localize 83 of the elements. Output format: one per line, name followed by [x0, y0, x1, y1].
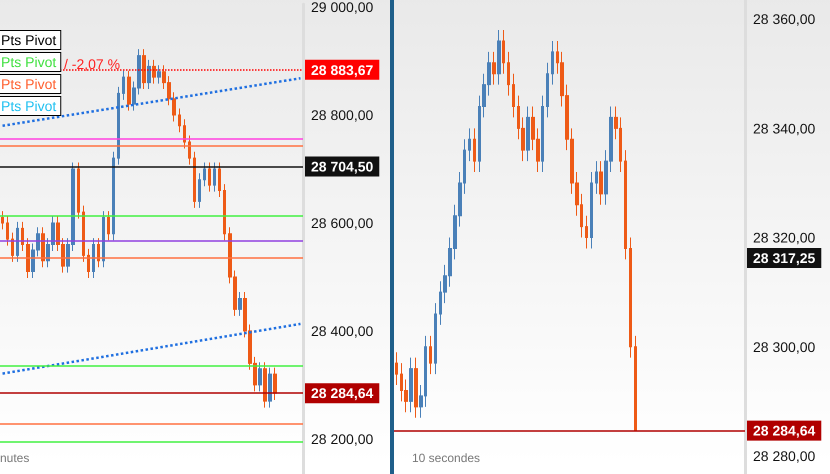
candlestick [203, 162, 206, 187]
candlestick [87, 248, 90, 279]
candlestick [41, 226, 45, 268]
y-tick-label: 28 280,00 [753, 448, 816, 464]
candlestick [502, 30, 505, 74]
candlestick [492, 51, 496, 86]
candlestick [497, 30, 501, 86]
candlestick [6, 216, 9, 246]
candlestick [157, 64, 161, 84]
candlestick [16, 221, 19, 262]
candlestick [624, 150, 627, 260]
candlestick [112, 151, 115, 241]
candlestick [122, 70, 125, 100]
candlestick [634, 335, 637, 432]
annotation: / -2,07 % [64, 56, 120, 72]
candlestick [127, 70, 131, 112]
candlestick [172, 92, 176, 122]
candlestick [1, 210, 4, 230]
y-tick-label: 28 320,00 [753, 230, 816, 246]
candlestick [107, 210, 110, 241]
candlestick [208, 162, 211, 192]
candlestick [258, 362, 262, 392]
candlestick [198, 172, 201, 208]
candlestick [21, 221, 24, 252]
candlestick [92, 238, 95, 279]
candlestick [273, 367, 277, 401]
ref-line-label: 28 883,67 [311, 62, 374, 78]
candlestick [117, 86, 120, 166]
y-tick-label: 28 800,00 [311, 106, 374, 123]
candlestick [468, 128, 471, 162]
candlestick [268, 367, 272, 408]
candlestick [507, 51, 510, 96]
y-tick-label: 28 600,00 [311, 214, 374, 231]
text: 28 317,25 [753, 250, 816, 266]
candlestick [213, 162, 216, 192]
candlestick [263, 362, 267, 408]
y-tick-label: 28 300,00 [753, 338, 816, 355]
candlestick [223, 184, 226, 241]
annotation: 10 secondes [412, 451, 480, 465]
candlestick [188, 134, 191, 166]
candlestick [551, 40, 554, 86]
candlestick [26, 238, 30, 279]
ref-line-label: 28 284,64 [311, 385, 374, 402]
candlestick [541, 95, 544, 173]
candlestick [629, 237, 632, 358]
y-tick-label: 28 360,00 [753, 11, 816, 28]
candlestick [178, 108, 181, 133]
ref-line-label: 28 284,64 [753, 422, 816, 439]
candlestick [395, 352, 398, 386]
y-tick-label: 29 000,00 [311, 0, 374, 15]
ref-line-label: 28 704,50 [311, 158, 374, 175]
candlestick [409, 357, 413, 413]
candlestick [183, 118, 186, 149]
candlestick [11, 232, 14, 262]
candlestick [526, 106, 530, 162]
candlestick [238, 292, 242, 316]
candlestick [590, 172, 593, 249]
candlestick [218, 162, 221, 198]
candlestick [147, 59, 151, 90]
candlestick [414, 357, 418, 418]
candlestick [152, 59, 156, 84]
candlestick [102, 210, 105, 268]
annotation: Pts Pivot [1, 98, 56, 114]
candlestick [595, 160, 598, 194]
annotation: nutes [0, 451, 30, 465]
candlestick [585, 215, 588, 249]
candlestick [142, 48, 146, 90]
candlestick [77, 162, 80, 220]
candlestick [546, 62, 549, 118]
y-tick-label: 28 400,00 [311, 322, 374, 339]
candlestick [512, 73, 515, 118]
candlestick [473, 128, 476, 173]
candlestick [193, 151, 196, 208]
annotation: Pts Pivot [1, 32, 56, 48]
candlestick [97, 238, 100, 268]
y-tick-label: 28 200,00 [311, 430, 374, 447]
y-tick-label: 28 340,00 [753, 120, 816, 136]
candlestick [599, 160, 603, 206]
candlestick [429, 335, 432, 375]
annotation: Pts Pivot [1, 76, 56, 92]
candlestick [434, 302, 437, 375]
annotation: Pts Pivot [1, 54, 56, 70]
candlestick [82, 205, 85, 262]
